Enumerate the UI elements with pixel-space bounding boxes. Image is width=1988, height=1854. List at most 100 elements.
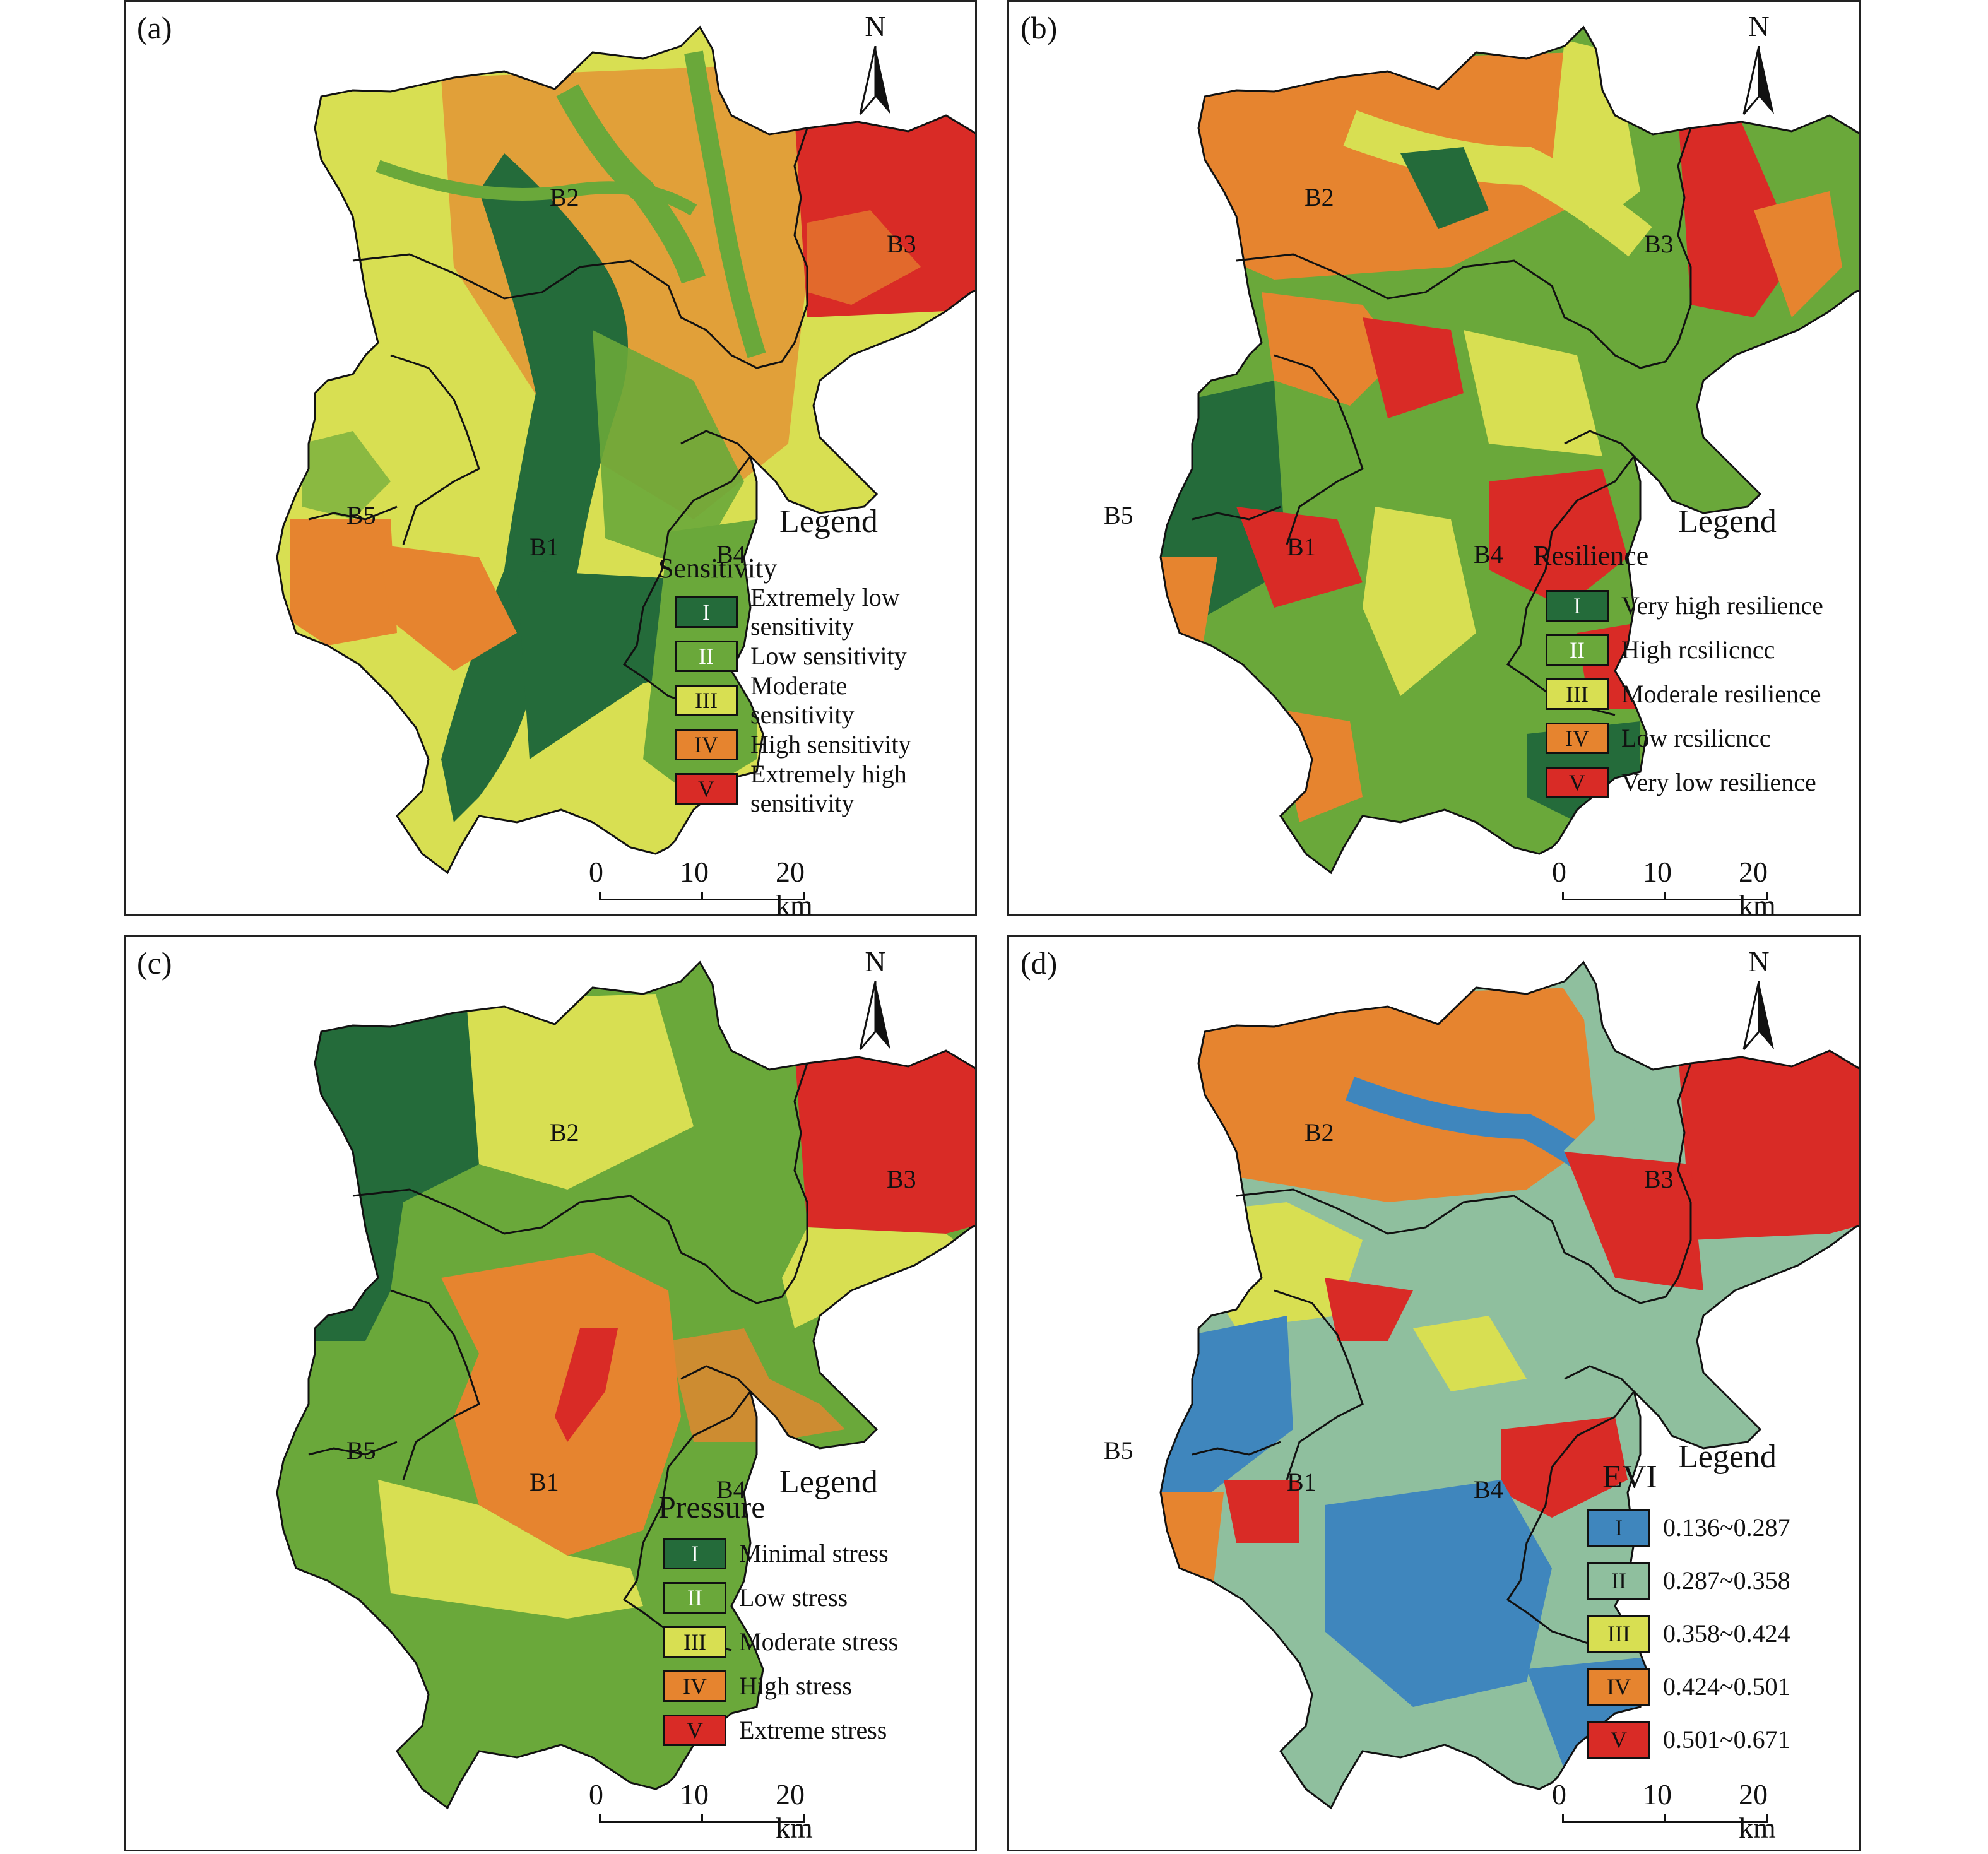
legend-item: IV 0.424~0.501 (1587, 1660, 1790, 1713)
legend-category-title: EVI (1602, 1459, 1657, 1495)
north-label: N (1748, 945, 1770, 977)
legend-label: Moderale resilience (1621, 680, 1821, 708)
legend-item: V 0.501~0.671 (1587, 1713, 1790, 1766)
legend-swatch: I (1546, 590, 1609, 622)
basin-label-b4: B4 (716, 1475, 746, 1504)
north-arrow-icon (859, 46, 890, 115)
legend-label: Moderate stress (739, 1627, 899, 1656)
pressure-map (276, 961, 975, 1809)
legend-label: High sensitivity (750, 730, 911, 759)
legend-category-title: Resilience (1533, 540, 1649, 571)
legend-category-title: Sensitivity (658, 553, 778, 584)
basin-label-b1: B1 (530, 533, 559, 561)
legend-item: V Very low resilience (1546, 760, 1823, 805)
legend-items: I Very high resilience II High rcsilicnc… (1546, 584, 1823, 805)
basin-label-b2: B2 (550, 183, 579, 211)
basin-label-b2: B2 (1305, 1118, 1334, 1147)
legend-swatch: IV (675, 729, 738, 760)
legend-swatch: III (1546, 678, 1609, 710)
legend-label: Low sensitivity (750, 642, 907, 670)
legend-swatch: V (663, 1715, 726, 1746)
legend-label: Minimal stress (739, 1539, 889, 1568)
scale-tick-0: 0 (1552, 1778, 1566, 1810)
scale-tick-20: 20 km (776, 856, 813, 921)
legend-label: 0.287~0.358 (1663, 1566, 1790, 1595)
legend-title: Legend (1678, 1439, 1777, 1475)
north-label: N (1748, 10, 1770, 42)
evi-map (1159, 961, 1859, 1809)
legend-item: I 0.136~0.287 (1587, 1501, 1790, 1554)
basin-label-b3: B3 (1644, 230, 1674, 258)
legend-label: Moderate sensitivity (750, 671, 855, 729)
basin-label-b5: B5 (1104, 501, 1133, 529)
legend-swatch: V (1587, 1721, 1650, 1759)
scale-bar: 0 10 20 km (586, 1778, 814, 1844)
legend-swatch: I (663, 1538, 726, 1569)
legend-title: Legend (1678, 504, 1777, 540)
legend-item: I Extremely low sensitivity (675, 583, 959, 641)
scale-tick-20: 20 km (776, 1778, 813, 1844)
basin-label-b5: B5 (1104, 1436, 1133, 1465)
legend-label: Extremely high sensitivity (750, 760, 907, 817)
legend-label: 0.136~0.287 (1663, 1513, 1790, 1542)
legend-item: IV High stress (663, 1664, 898, 1708)
legend-item: V Extremely high sensitivity (675, 760, 959, 817)
basin-label-b4: B4 (1474, 540, 1503, 569)
scale-tick-10: 10 (1643, 1778, 1672, 1810)
scale-tick-20: 20 km (1739, 1778, 1776, 1844)
scale-tick-0: 0 (1552, 856, 1566, 888)
legend-swatch: II (1587, 1562, 1650, 1600)
scale-tick-10: 10 (680, 1778, 709, 1810)
scale-tick-0: 0 (589, 856, 603, 888)
basin-label-b1: B1 (1287, 1468, 1316, 1496)
legend-swatch: III (675, 685, 738, 716)
legend-label: 0.424~0.501 (1663, 1672, 1790, 1701)
legend-label: 0.358~0.424 (1663, 1619, 1790, 1648)
legend-item: II Low stress (663, 1576, 898, 1620)
basin-label-b3: B3 (887, 1165, 916, 1193)
legend-label: Very low resilience (1621, 768, 1816, 796)
legend-items: I Extremely low sensitivity II Low sensi… (675, 583, 959, 817)
scale-tick-20: 20 km (1739, 856, 1776, 921)
legend-item: III Moderate stress (663, 1620, 898, 1664)
scale-bar: 0 10 20 km (1549, 855, 1777, 921)
panel-d: (d) B2 B3 B5 B1 B4 N Legend EVI (1007, 935, 1861, 1851)
legend-label: Extremely low sensitivity (750, 583, 900, 641)
north-arrow: N (1734, 945, 1784, 1052)
scale-bar: 0 10 20 km (586, 855, 814, 921)
panel-tag: (d) (1021, 945, 1058, 981)
legend-item: III 0.358~0.424 (1587, 1607, 1790, 1660)
scale-tick-0: 0 (589, 1778, 603, 1810)
legend-swatch: I (675, 596, 738, 628)
legend-label: High rcsilicncc (1621, 635, 1775, 664)
basin-label-b4: B4 (1474, 1475, 1503, 1504)
legend-item: III Moderale resilience (1546, 672, 1823, 716)
panel-b: (b) B2 B3 B5 B1 B4 N (1007, 0, 1861, 921)
north-label: N (865, 945, 886, 977)
north-arrow: N (850, 9, 901, 117)
legend-label: Extreme stress (739, 1716, 887, 1744)
north-arrow: N (850, 945, 901, 1052)
basin-label-b1: B1 (530, 1468, 559, 1496)
scale-tick-10: 10 (680, 856, 709, 888)
legend-swatch: V (1546, 767, 1609, 798)
legend-label: Low stress (739, 1583, 848, 1612)
legend-swatch: II (1546, 634, 1609, 666)
legend-swatch: V (675, 773, 738, 805)
north-label: N (865, 10, 886, 42)
legend-items: I Minimal stress II Low stress III Moder… (663, 1532, 898, 1752)
legend-item: V Extreme stress (663, 1708, 898, 1752)
legend-swatch: I (1587, 1509, 1650, 1547)
basin-label-b3: B3 (1644, 1165, 1674, 1193)
scale-tick-10: 10 (1643, 856, 1672, 888)
basin-label-b2: B2 (1305, 183, 1334, 211)
basin-label-b2: B2 (550, 1118, 579, 1147)
panel-tag: (a) (137, 10, 172, 45)
legend-label: Very high resilience (1621, 591, 1823, 620)
legend-item: II Low sensitivity (675, 634, 959, 678)
basin-label-b1: B1 (1287, 533, 1316, 561)
legend-swatch: III (663, 1626, 726, 1658)
north-arrow-icon (1742, 981, 1774, 1050)
scale-bar: 0 10 20 km (1549, 1778, 1777, 1844)
legend-item: III Moderate sensitivity (675, 671, 959, 729)
